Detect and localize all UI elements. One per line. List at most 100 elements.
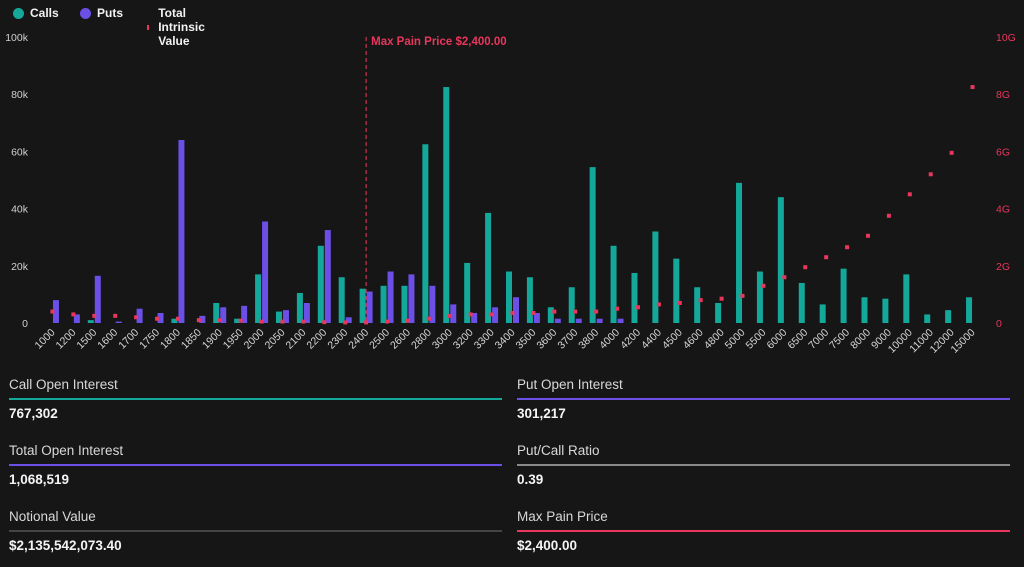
intrinsic-value-point bbox=[761, 283, 766, 288]
x-tick-label: 3500 bbox=[514, 327, 539, 352]
x-tick-label: 3300 bbox=[472, 327, 497, 352]
call-bar bbox=[401, 285, 408, 323]
call-bar bbox=[589, 167, 596, 323]
call-bar bbox=[777, 197, 784, 323]
legend-intrinsic[interactable]: Total Intrinsic Value bbox=[144, 6, 208, 48]
intrinsic-square-icon bbox=[147, 24, 150, 30]
call-bar bbox=[464, 262, 471, 323]
intrinsic-value-point bbox=[196, 318, 201, 323]
intrinsic-value-point bbox=[886, 213, 891, 218]
max-pain-label: Max Pain Price $2,400.00 bbox=[371, 36, 507, 48]
put-bar bbox=[136, 308, 143, 323]
stat-value: $2,135,542,073.40 bbox=[9, 538, 122, 553]
x-tick-label: 4200 bbox=[618, 327, 643, 352]
x-tick-label: 4600 bbox=[681, 327, 706, 352]
intrinsic-value-point bbox=[531, 310, 536, 315]
legend-calls-label: Calls bbox=[30, 6, 59, 20]
call-bar bbox=[610, 245, 617, 323]
legend-puts[interactable]: Puts bbox=[80, 6, 123, 20]
intrinsic-value-point bbox=[426, 316, 431, 321]
puts-dot-icon bbox=[80, 7, 91, 19]
call-bar bbox=[443, 87, 450, 323]
call-bar bbox=[882, 298, 889, 323]
call-bar bbox=[924, 314, 931, 323]
intrinsic-value-point bbox=[845, 245, 850, 250]
intrinsic-value-point bbox=[552, 309, 557, 314]
intrinsic-value-point bbox=[343, 320, 348, 325]
x-tick-label: 2100 bbox=[284, 327, 309, 352]
x-tick-label: 1200 bbox=[53, 327, 78, 352]
y-right-tick-label: 2G bbox=[996, 261, 1010, 273]
put-bar bbox=[73, 314, 80, 323]
intrinsic-value-point bbox=[782, 275, 787, 280]
call-bar bbox=[380, 285, 387, 323]
legend-puts-label: Puts bbox=[97, 6, 124, 20]
y-right-tick-label: 8G bbox=[996, 89, 1010, 101]
put-bar bbox=[471, 312, 478, 323]
legend-intrinsic-label: Total Intrinsic Value bbox=[158, 6, 205, 48]
x-tick-label: 3600 bbox=[534, 327, 559, 352]
intrinsic-value-point bbox=[92, 313, 97, 318]
x-tick-label: 6000 bbox=[764, 327, 789, 352]
x-tick-label: 1950 bbox=[221, 327, 246, 352]
put-bar bbox=[241, 305, 248, 323]
y-left-tick-label: 100k bbox=[5, 32, 29, 44]
call-bar bbox=[506, 271, 512, 323]
call-bar bbox=[359, 288, 366, 323]
call-bar bbox=[861, 297, 868, 323]
put-bar bbox=[199, 315, 206, 323]
intrinsic-value-point bbox=[698, 298, 703, 303]
x-tick-label: 2050 bbox=[263, 327, 288, 352]
stat-max-pain-price: Max Pain Price $2,400.00 bbox=[517, 501, 1010, 567]
x-tick-label: 4800 bbox=[702, 327, 727, 352]
stat-underline bbox=[9, 398, 502, 400]
call-bar bbox=[840, 268, 847, 323]
x-tick-label: 4000 bbox=[597, 327, 622, 352]
intrinsic-value-point bbox=[50, 309, 55, 314]
intrinsic-value-point bbox=[175, 316, 180, 321]
stat-underline bbox=[517, 530, 1010, 532]
intrinsic-value-point bbox=[949, 150, 954, 155]
intrinsic-value-point bbox=[740, 293, 745, 298]
put-bar bbox=[596, 318, 603, 323]
x-tick-label: 2200 bbox=[304, 327, 329, 352]
intrinsic-value-point bbox=[364, 320, 369, 325]
stat-put-open-interest: Put Open Interest 301,217 bbox=[517, 369, 1010, 435]
intrinsic-value-point bbox=[635, 305, 640, 310]
intrinsic-value-point bbox=[510, 310, 515, 315]
x-tick-label: 1500 bbox=[74, 327, 99, 352]
intrinsic-value-point bbox=[71, 312, 76, 317]
legend-calls[interactable]: Calls bbox=[13, 6, 59, 20]
stat-label: Call Open Interest bbox=[9, 377, 118, 392]
x-tick-label: 7000 bbox=[806, 327, 831, 352]
put-bar bbox=[408, 274, 415, 323]
intrinsic-value-point bbox=[134, 315, 139, 320]
stat-call-open-interest: Call Open Interest 767,302 bbox=[9, 369, 502, 435]
call-bar bbox=[317, 245, 324, 323]
x-tick-label: 3400 bbox=[493, 327, 518, 352]
intrinsic-value-point bbox=[594, 309, 599, 314]
stat-value: 301,217 bbox=[517, 406, 566, 421]
y-right-tick-label: 4G bbox=[996, 204, 1010, 216]
intrinsic-value-point bbox=[155, 316, 160, 321]
calls-dot-icon bbox=[13, 7, 24, 19]
put-bar bbox=[115, 321, 122, 323]
stat-underline bbox=[517, 398, 1010, 400]
intrinsic-value-point bbox=[719, 296, 724, 301]
intrinsic-value-point bbox=[677, 300, 682, 305]
x-tick-label: 2300 bbox=[325, 327, 350, 352]
intrinsic-value-point bbox=[615, 306, 620, 311]
intrinsic-value-point bbox=[468, 312, 473, 317]
x-tick-label: 4400 bbox=[639, 327, 664, 352]
put-bar bbox=[554, 318, 561, 323]
put-bar bbox=[282, 310, 289, 323]
y-left-tick-label: 80k bbox=[11, 89, 29, 101]
x-tick-label: 3700 bbox=[555, 327, 580, 352]
put-bar bbox=[366, 291, 373, 323]
put-bar bbox=[345, 317, 352, 323]
y-left-tick-label: 0 bbox=[22, 318, 28, 330]
intrinsic-value-point bbox=[656, 302, 661, 307]
call-bar bbox=[945, 310, 952, 323]
put-bar bbox=[387, 271, 394, 323]
x-tick-label: 5500 bbox=[744, 327, 769, 352]
